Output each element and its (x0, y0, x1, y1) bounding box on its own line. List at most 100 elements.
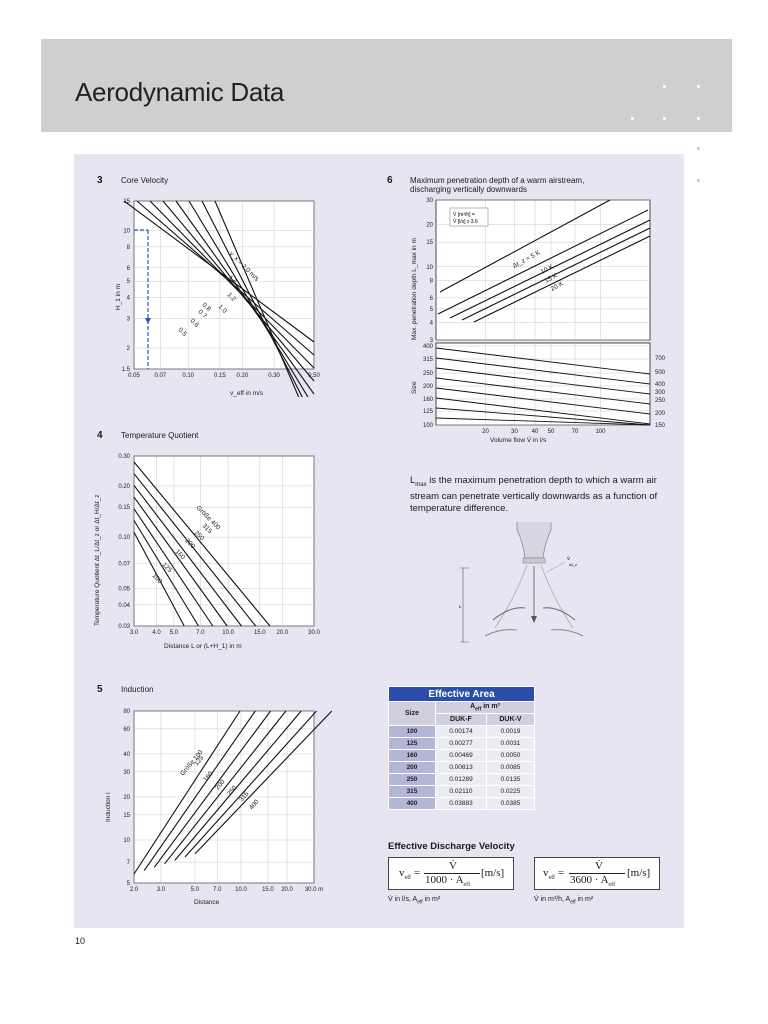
fig3-y-tick: 6 (127, 266, 131, 272)
fig5-y-tick: 30 (123, 770, 130, 776)
fig4-curve (133, 496, 228, 627)
fig6-size-tick: 100 (423, 423, 434, 429)
fig4-x-tick: 7.0 (196, 630, 205, 636)
fig5-y-tick: 80 (123, 709, 130, 715)
size-cell: 400 (388, 797, 436, 810)
size-cell: 160 (388, 749, 436, 762)
fig3-x-tick: 0.07 (154, 373, 166, 379)
fig6-right-tick: 250 (655, 398, 666, 404)
fig3-y-tick: 5 (127, 279, 131, 285)
fig5-ylabel: Induction i (105, 792, 112, 822)
f2-den-var: A (600, 874, 609, 886)
fig5-x-tick: 20.0 (281, 887, 293, 893)
figure-6-title: Maximum penetration depth of a warm airs… (410, 176, 585, 185)
fig4-y-tick: 0.05 (118, 586, 130, 592)
fig6-y-tick: 15 (426, 240, 433, 246)
fig5-y-tick: 40 (123, 752, 130, 758)
duk-f-cell: 0.00277 (435, 737, 487, 750)
lmax-term: L (410, 475, 416, 486)
table-row: 125 0.00277 0.0031 (388, 737, 536, 750)
fig6-y-tick: 6 (430, 296, 434, 302)
fig4-x-tick: 30.0 (308, 630, 320, 636)
fig4-y-tick: 0.20 (118, 484, 130, 490)
fig4-curve (133, 473, 257, 627)
fig4-curve (133, 485, 242, 627)
fig4-x-tick: 3.0 (130, 630, 139, 636)
fig4-y-tick: 0.15 (118, 505, 130, 511)
size-cell: 125 (388, 737, 436, 750)
diagram-dt-label: Δt_z (569, 562, 577, 567)
fig4-curve (133, 531, 185, 627)
fig6-size-line (435, 397, 651, 425)
duk-f-cell: 0.03883 (435, 797, 487, 810)
figure-3-number: 3 (97, 175, 103, 186)
header-bar: Aerodynamic Data (41, 39, 732, 132)
effective-area-title: Effective Area (388, 686, 535, 702)
fig4-x-tick: 20.0 (276, 630, 288, 636)
fig4-y-tick: 0.03 (118, 624, 130, 630)
fig6-size-line (435, 407, 651, 426)
figure-4-number: 4 (97, 430, 103, 441)
fig6-x-tick: 50 (548, 429, 555, 435)
note2-b: in m² (575, 896, 594, 903)
discharge-velocity-title: Effective Discharge Velocity (388, 841, 515, 852)
fig6-curve (461, 227, 651, 321)
fig3-y-tick: 3 (127, 316, 131, 322)
col-duk-v-header: DUK-V (485, 713, 536, 726)
fig5-y-tick: 7 (127, 860, 131, 866)
fig6-curve (473, 235, 651, 323)
fig4-y-tick: 0.07 (118, 561, 130, 567)
chart-core-velocity: 0.05 0.07 0.10 0.15 0.20 0.30 0.50 1.5 2 3 4 5 6 8 10 1… (115, 199, 320, 397)
f2-numerator: V̇ (595, 860, 603, 872)
figure-4-title: Temperature Quotient (121, 431, 199, 440)
fig3-curve (188, 200, 309, 397)
decor-dot (697, 85, 700, 88)
fig5-curve (164, 710, 287, 865)
f1-numerator: V̇ (449, 860, 457, 872)
table-row: 100 0.00174 0.0019 (388, 725, 536, 738)
fig5-curve (143, 710, 256, 871)
fig3-y-tick: 1.5 (122, 367, 131, 373)
page-title: Aerodynamic Data (75, 77, 285, 107)
fig3-y-tick: 8 (127, 245, 131, 251)
fig6-note-2: V̇ [l/s] x 3.6 (453, 218, 478, 225)
fig3-x-tick: 0.20 (237, 373, 249, 379)
fig5-y-tick: 20 (123, 795, 130, 801)
page-number: 10 (75, 936, 86, 946)
fig3-y-tick: 2 (127, 346, 131, 352)
fig3-x-tick: 0.15 (214, 373, 226, 379)
f1-lhs-sub: eff (404, 875, 412, 882)
note2-sub: eff (570, 899, 576, 906)
fig3-curve-label: 0.8 (201, 301, 213, 313)
fig6-size-line (435, 367, 651, 395)
decor-dot (663, 117, 666, 120)
fig5-curve (194, 710, 333, 854)
fig3-y-tick: 10 (123, 229, 130, 235)
fig5-x-tick: 10.0 (235, 887, 247, 893)
fig6-size-line (435, 417, 651, 426)
duk-v-cell: 0.0019 (485, 725, 536, 738)
fig6-x-tick: 30 (511, 429, 518, 435)
table-row: 315 0.02110 0.0225 (388, 785, 536, 798)
figure-6-title-2: discharging vertically downwards (410, 185, 527, 194)
fig5-x-tick: 15.0 (262, 887, 274, 893)
fig5-y-tick: 5 (127, 881, 131, 887)
fig6-x-tick: 20 (482, 429, 489, 435)
fig6-ylabel-bottom: Size (411, 381, 418, 394)
fig5-curve (153, 710, 272, 868)
fig5-y-tick: 10 (123, 838, 130, 844)
fig3-curve (214, 200, 300, 397)
f2-unit: [m/s] (627, 867, 651, 879)
col-aeff-a: A (470, 702, 476, 710)
fig3-curve (201, 200, 303, 397)
diagram-v-label: V̇ (567, 555, 570, 561)
decor-dot (697, 147, 700, 150)
fig6-y-tick: 20 (426, 223, 433, 229)
table-row: 200 0.00813 0.0085 (388, 761, 536, 774)
fig3-curve (162, 200, 315, 382)
fig4-curve (133, 520, 199, 627)
f2-lhs-sub: eff (548, 875, 556, 882)
lmax-description: Lmax is the maximum penetration depth to… (410, 475, 660, 515)
fig5-x-tick: 2.0 (130, 887, 139, 893)
fig3-curve-label: 1.0 (217, 303, 229, 315)
